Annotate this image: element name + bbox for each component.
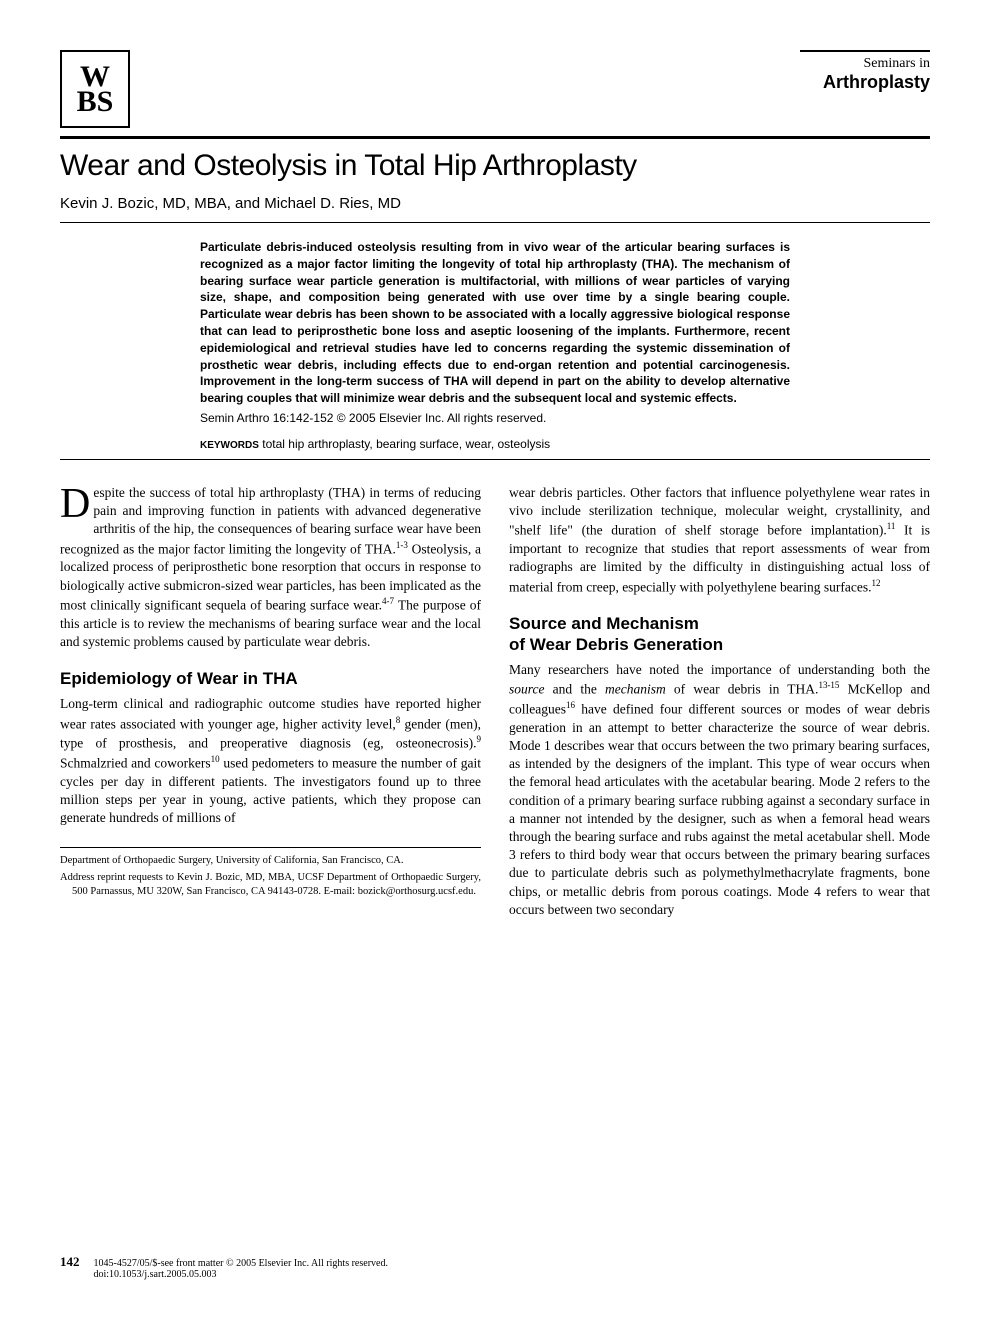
ref-12: 12	[871, 578, 880, 588]
heading2-line2: of Wear Debris Generation	[509, 635, 723, 654]
footnote-reprint: Address reprint requests to Kevin J. Boz…	[60, 871, 481, 898]
rule-under-keywords	[60, 459, 930, 460]
page-number: 142	[60, 1254, 80, 1270]
keywords-text: total hip arthroplasty, bearing surface,…	[262, 437, 550, 451]
footnotes: Department of Orthopaedic Surgery, Unive…	[60, 847, 481, 898]
authors: Kevin J. Bozic, MD, MBA, and Michael D. …	[60, 195, 930, 212]
ref-16: 16	[566, 700, 575, 710]
keywords-label: KEYWORDS	[200, 440, 259, 451]
keywords-row: KEYWORDS total hip arthroplasty, bearing…	[200, 437, 930, 451]
column-left: Despite the success of total hip arthrop…	[60, 484, 481, 919]
abstract-block: Particulate debris-induced osteolysis re…	[200, 239, 930, 425]
src-text-5: have defined four different sources or m…	[509, 702, 930, 917]
logo-text: WBS	[77, 64, 114, 115]
column-right: wear debris particles. Other factors tha…	[509, 484, 930, 919]
col2-text-1: wear debris particles. Other factors tha…	[509, 485, 930, 538]
rule-top	[60, 136, 930, 139]
epi-text-3: Schmalzried and coworkers	[60, 755, 211, 770]
article-title: Wear and Osteolysis in Total Hip Arthrop…	[60, 149, 930, 183]
journal-line1: Seminars in	[800, 56, 930, 72]
epidemiology-paragraph: Long-term clinical and radiographic outc…	[60, 695, 481, 827]
citation: Semin Arthro 16:142-152 © 2005 Elsevier …	[200, 411, 790, 425]
ref-4-7: 4-7	[382, 596, 394, 606]
journal-name: Seminars in Arthroplasty	[800, 50, 930, 93]
dropcap: D	[60, 484, 93, 523]
heading-source-mechanism: Source and Mechanism of Wear Debris Gene…	[509, 614, 930, 655]
body-columns: Despite the success of total hip arthrop…	[60, 484, 930, 919]
header-row: WBS Seminars in Arthroplasty	[60, 50, 930, 128]
publisher-logo: WBS	[60, 50, 130, 128]
copyright-line: 1045-4527/05/$-see front matter © 2005 E…	[94, 1258, 388, 1280]
src-italic-mechanism: mechanism	[605, 682, 666, 697]
page-footer: 142 1045-4527/05/$-see front matter © 20…	[60, 1254, 930, 1280]
ref-9: 9	[477, 734, 482, 744]
source-paragraph: Many researchers have noted the importan…	[509, 661, 930, 919]
copyright-text: 1045-4527/05/$-see front matter © 2005 E…	[94, 1258, 388, 1269]
footnote-affiliation: Department of Orthopaedic Surgery, Unive…	[60, 854, 481, 868]
src-text-1: Many researchers have noted the importan…	[509, 662, 930, 677]
journal-line2: Arthroplasty	[800, 72, 930, 93]
intro-paragraph: Despite the success of total hip arthrop…	[60, 484, 481, 651]
heading-epidemiology: Epidemiology of Wear in THA	[60, 669, 481, 689]
src-text-2: and the	[545, 682, 606, 697]
src-italic-source: source	[509, 682, 545, 697]
doi-text: doi:10.1053/j.sart.2005.05.003	[94, 1269, 217, 1280]
ref-1-3: 1-3	[396, 540, 408, 550]
ref-10: 10	[211, 754, 220, 764]
col2-paragraph-1: wear debris particles. Other factors tha…	[509, 484, 930, 596]
rule-under-authors	[60, 222, 930, 223]
abstract-text: Particulate debris-induced osteolysis re…	[200, 239, 790, 407]
ref-13-15: 13-15	[818, 680, 839, 690]
heading2-line1: Source and Mechanism	[509, 614, 699, 633]
src-text-3: of wear debris in THA.	[666, 682, 819, 697]
